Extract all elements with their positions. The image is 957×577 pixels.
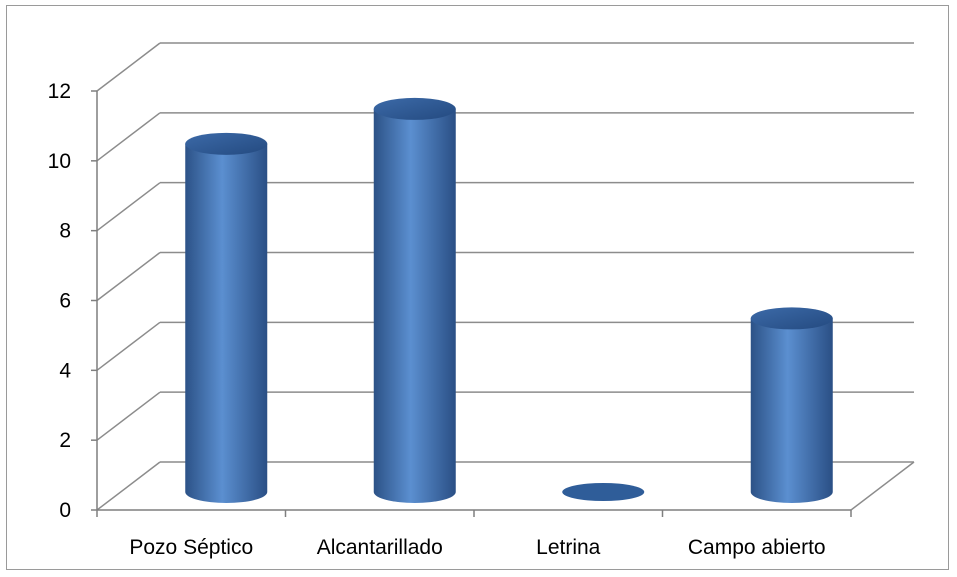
bar-body (373, 108, 456, 504)
bar-top (373, 97, 456, 120)
bar-pozo-septico (185, 132, 268, 504)
bars (185, 97, 833, 504)
floor-right-edge (850, 461, 915, 511)
bar-top (750, 307, 833, 330)
bar-campo-abierto (750, 307, 833, 504)
y-tick-label: 12 (48, 80, 71, 103)
gridline-diagonal (96, 251, 161, 302)
x-tick-label: Pozo Séptico (129, 536, 253, 559)
gridline-diagonal (96, 182, 161, 232)
x-tick-label: Letrina (536, 536, 601, 559)
y-tick-label: 6 (59, 290, 71, 313)
y-tick-label: 10 (48, 150, 71, 173)
y-tick-label: 8 (59, 220, 71, 243)
y-tick-labels: 0 2 4 6 8 10 12 (48, 80, 72, 522)
gridline-diagonal (96, 42, 161, 92)
x-tick-label: Campo abierto (688, 536, 826, 559)
bar-top (562, 483, 645, 501)
gridline-diagonal (96, 321, 161, 371)
bar-alcantarillado (373, 97, 456, 504)
bar-top (185, 132, 268, 155)
y-tick-label: 2 (59, 429, 71, 452)
y-tick-label: 0 (59, 499, 71, 522)
bar-body (185, 143, 268, 504)
bar-body (750, 318, 833, 504)
gridline-diagonal (96, 461, 161, 511)
gridline-diagonal (96, 391, 161, 441)
x-tick-label: Alcantarillado (317, 536, 443, 559)
x-tick-labels: Pozo Séptico Alcantarillado Letrina Campo a… (129, 536, 825, 559)
gridline-diagonal (96, 112, 161, 162)
y-tick-label: 4 (59, 359, 71, 382)
axes (91, 90, 852, 517)
bar-letrina (562, 483, 645, 501)
